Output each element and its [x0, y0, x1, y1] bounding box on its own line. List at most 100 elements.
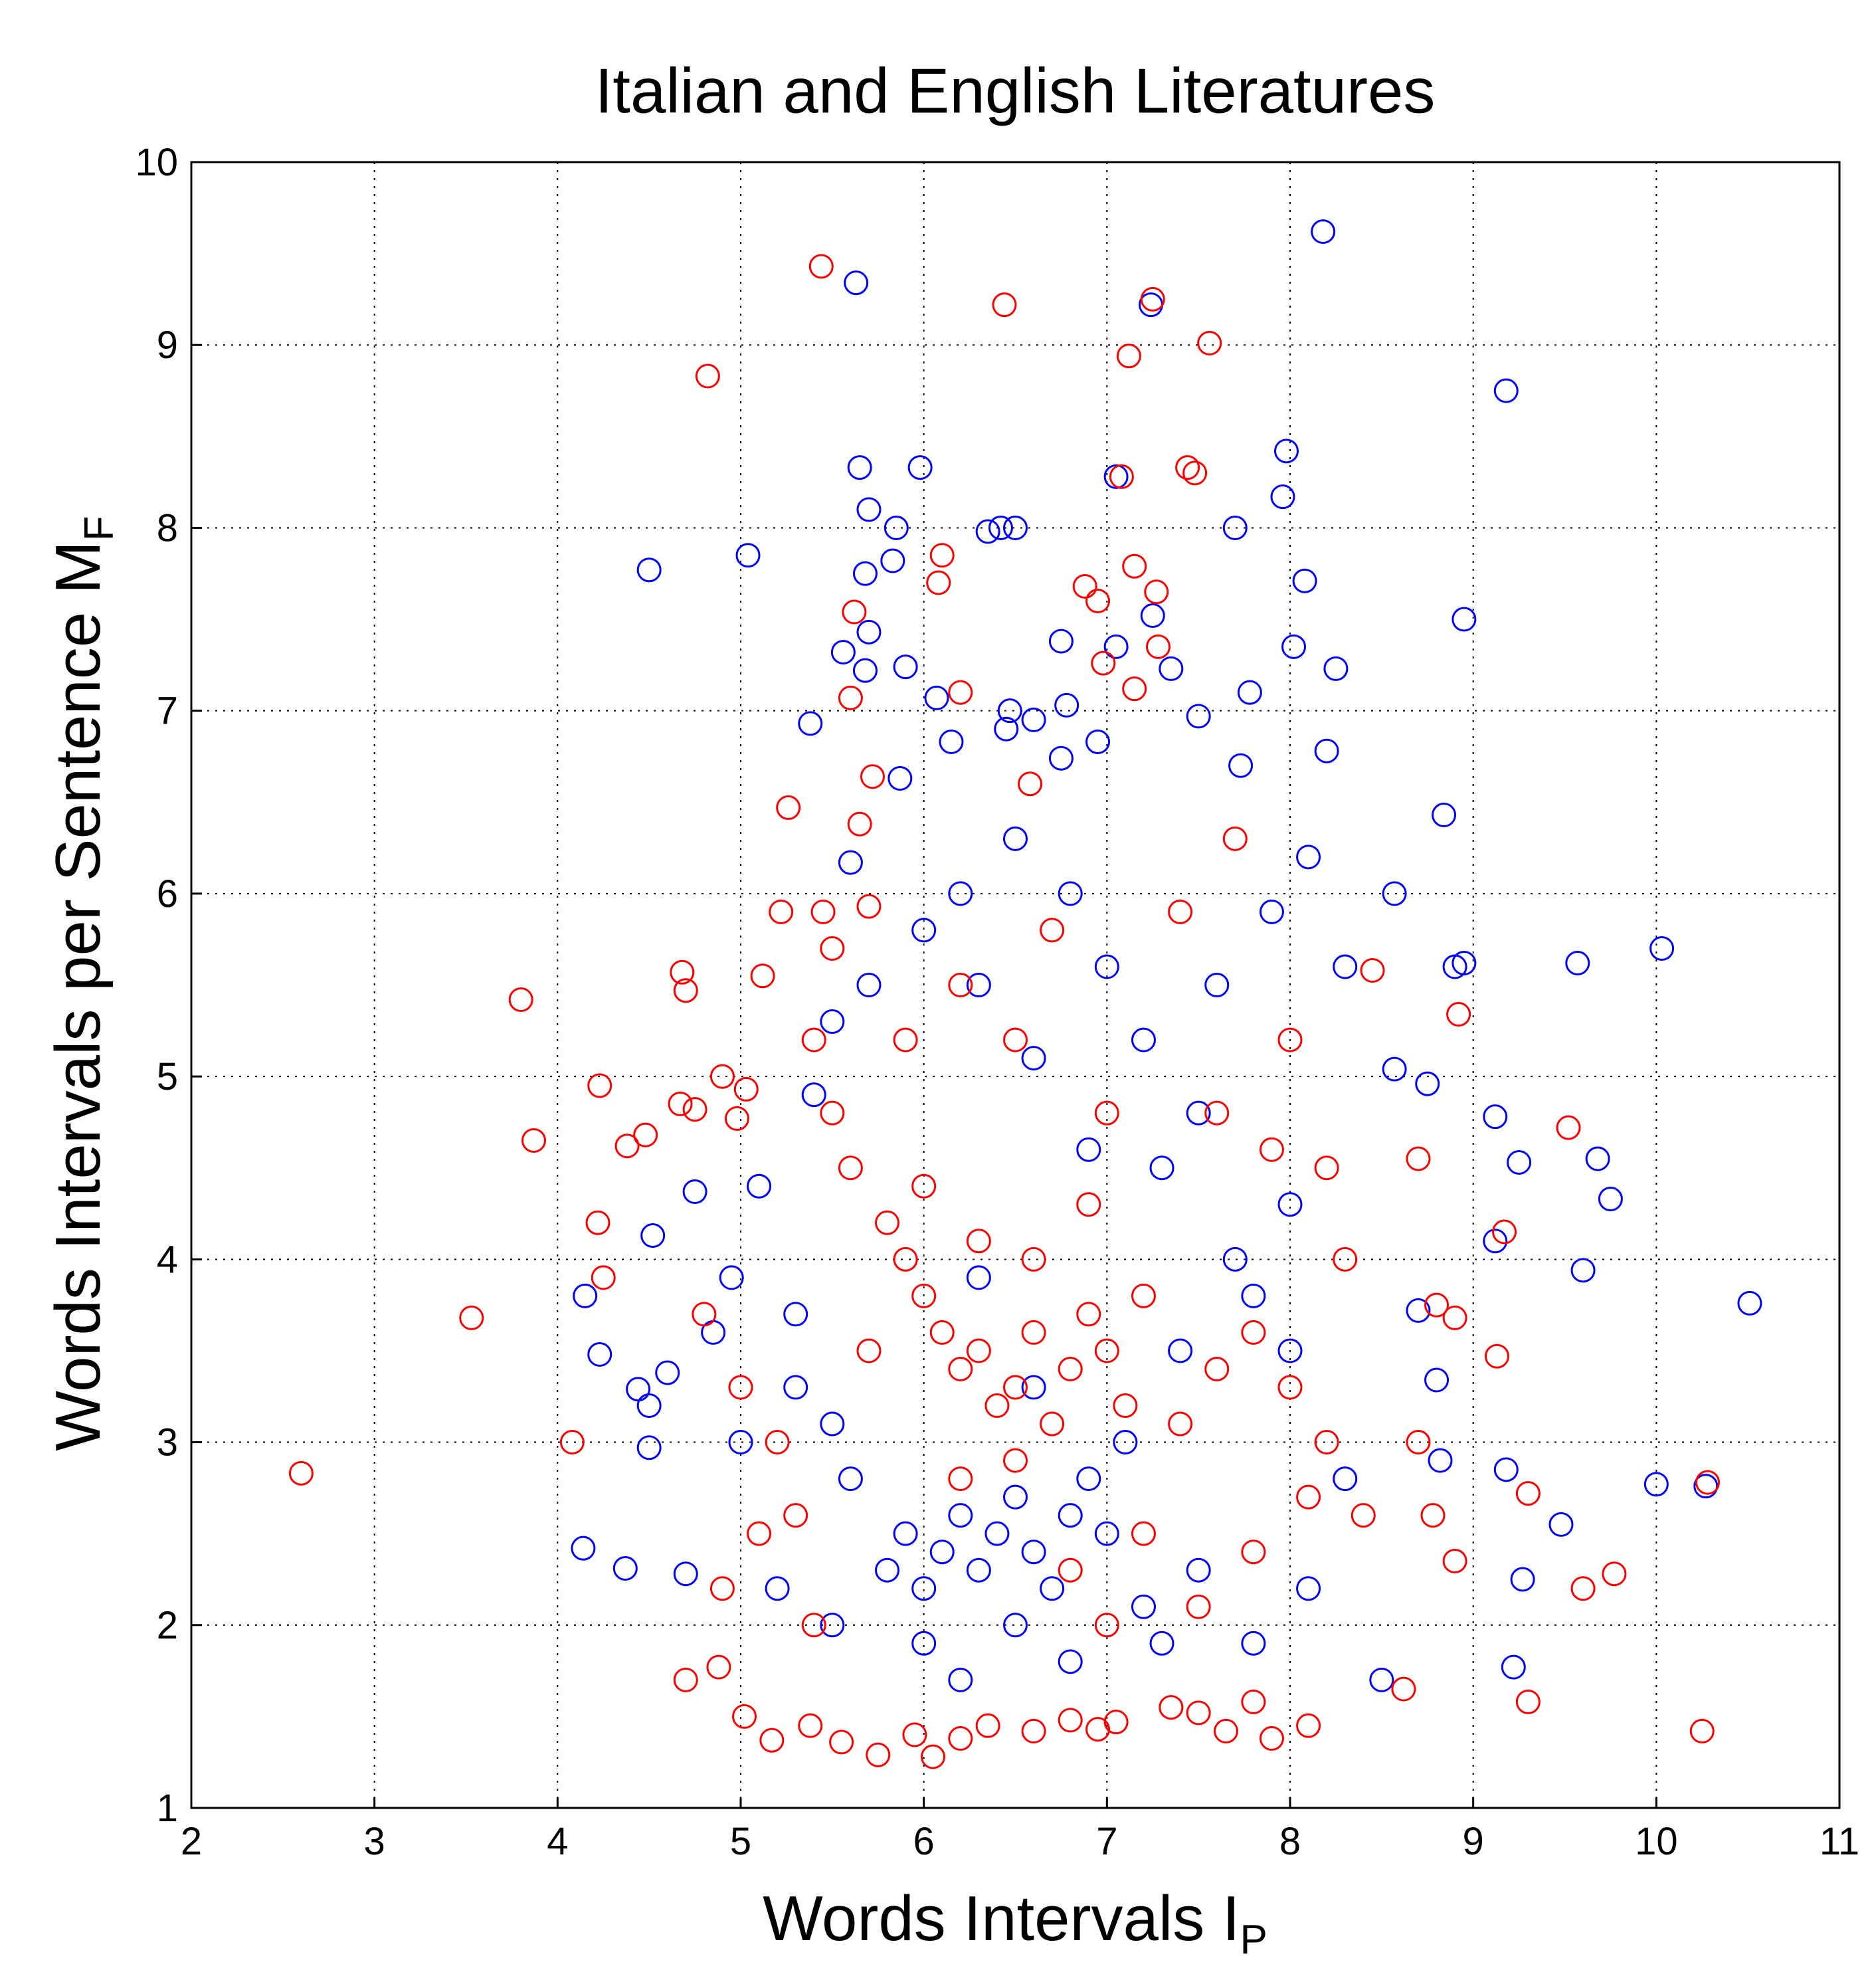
data-point — [856, 894, 882, 919]
data-point — [706, 1654, 731, 1680]
data-point — [1168, 1411, 1193, 1437]
data-point — [1021, 1046, 1046, 1071]
data-point — [975, 519, 1000, 544]
data-point — [844, 270, 869, 296]
data-point — [1565, 950, 1590, 975]
data-point — [1168, 1338, 1193, 1363]
data-point — [838, 850, 863, 875]
data-point — [728, 1430, 753, 1455]
data-point — [1570, 1258, 1596, 1283]
data-point — [1094, 1521, 1119, 1546]
data-point — [1501, 1654, 1526, 1680]
data-point — [724, 1106, 749, 1131]
data-point — [939, 729, 964, 754]
data-point — [1058, 1557, 1083, 1583]
data-point — [668, 1091, 693, 1116]
data-point — [929, 1320, 955, 1345]
data-point — [1122, 553, 1147, 579]
data-point — [591, 1265, 616, 1290]
data-point — [911, 1631, 937, 1656]
data-point — [948, 881, 973, 906]
data-point — [884, 515, 909, 540]
data-point — [1333, 1246, 1358, 1272]
data-point — [1021, 1320, 1046, 1345]
data-point — [765, 1430, 790, 1455]
data-point — [838, 1466, 863, 1492]
data-point — [1277, 1027, 1303, 1052]
data-point — [1585, 1146, 1610, 1171]
data-point — [1021, 707, 1046, 732]
data-point — [1159, 656, 1184, 681]
data-point — [1237, 680, 1262, 705]
data-point — [988, 515, 1013, 540]
data-point — [820, 1613, 845, 1638]
data-point — [1186, 1100, 1211, 1126]
data-point — [1314, 1155, 1339, 1181]
data-point — [1140, 286, 1165, 312]
data-point — [1222, 826, 1248, 851]
data-point — [719, 1265, 744, 1290]
data-point — [893, 1246, 918, 1272]
data-point — [966, 1229, 991, 1254]
data-point — [1159, 1695, 1184, 1720]
data-point — [1003, 1484, 1028, 1510]
data-point — [614, 1134, 640, 1159]
data-point — [559, 1430, 585, 1455]
data-point — [1048, 746, 1074, 771]
chart-title: Italian and English Literatures — [595, 55, 1436, 126]
x-tick-label: 10 — [1635, 1820, 1678, 1863]
data-point — [636, 557, 662, 583]
data-point — [1515, 1481, 1541, 1506]
data-point — [1131, 1283, 1156, 1308]
data-point — [1442, 1305, 1467, 1330]
data-point — [673, 978, 698, 1003]
data-point — [1204, 973, 1230, 997]
data-point — [1003, 1375, 1028, 1400]
data-point — [801, 1082, 826, 1108]
data-point — [1273, 439, 1299, 464]
data-point — [911, 1173, 937, 1199]
data-point — [820, 1100, 845, 1126]
x-axis-label: Words Intervals IP — [763, 1883, 1267, 1963]
y-tick-label: 6 — [157, 872, 178, 916]
data-point — [1144, 579, 1169, 605]
data-point — [1103, 634, 1129, 659]
data-point — [829, 1730, 854, 1755]
data-point — [893, 1521, 918, 1546]
data-point — [984, 1393, 1010, 1419]
data-point — [820, 1009, 845, 1035]
data-point — [984, 1521, 1010, 1546]
data-point — [633, 1122, 658, 1147]
data-point — [1003, 1448, 1028, 1473]
data-point — [948, 1503, 973, 1528]
data-point — [1241, 1689, 1266, 1714]
x-axis-label-text: Words Intervals I — [763, 1883, 1240, 1954]
data-point — [820, 936, 845, 961]
data-point — [801, 1613, 826, 1638]
data-point — [860, 764, 885, 789]
data-point — [1296, 845, 1321, 870]
data-point — [670, 959, 695, 985]
data-point — [907, 455, 933, 480]
data-point — [1424, 1292, 1450, 1318]
data-point — [1737, 1290, 1762, 1316]
data-point — [1003, 1613, 1028, 1638]
data-point — [1085, 589, 1111, 614]
data-point — [521, 1128, 546, 1153]
data-point — [842, 599, 867, 625]
data-point — [1103, 464, 1129, 489]
data-point — [1040, 918, 1065, 943]
data-point — [1432, 803, 1457, 828]
data-point — [1186, 1700, 1211, 1726]
data-point — [856, 1338, 882, 1363]
data-point — [893, 654, 918, 680]
y-tick-label: 1 — [157, 1787, 178, 1830]
data-point — [1695, 1470, 1721, 1495]
data-point — [1241, 1320, 1266, 1345]
data-point — [948, 680, 973, 705]
x-tick-label: 4 — [547, 1820, 568, 1863]
data-point — [975, 1713, 1000, 1738]
data-point — [1131, 1594, 1156, 1619]
data-point — [1296, 1484, 1321, 1510]
